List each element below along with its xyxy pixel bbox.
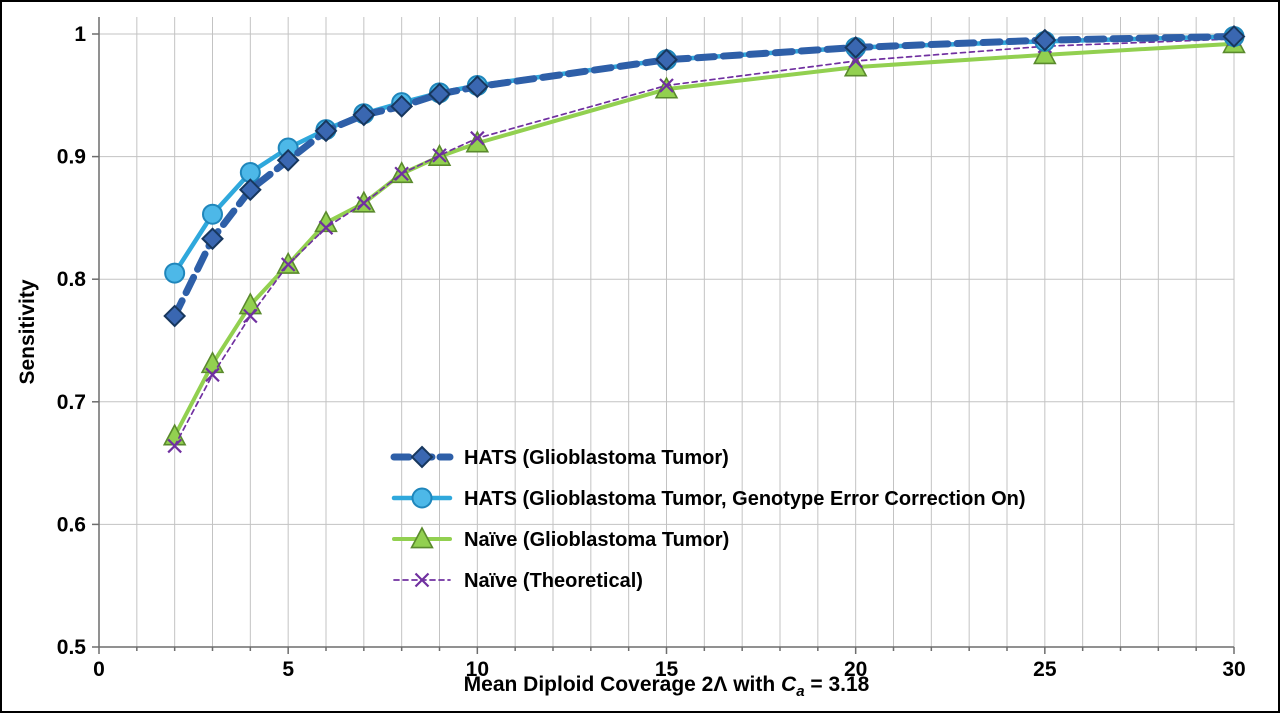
y-tick-label: 0.9	[57, 146, 86, 169]
y-tick-label: 0.6	[57, 513, 86, 536]
legend-item: Naïve (Glioblastoma Tumor)	[392, 526, 729, 551]
gridlines	[98, 17, 1235, 648]
tick-labels: 0 5 10 15 20 25 30 0.5 0.6 0.7 0.8 0.9 1	[57, 23, 1246, 681]
x-tick-label: 5	[282, 658, 294, 681]
x-tick-label: 0	[93, 658, 105, 681]
y-tick-label: 0.8	[57, 268, 87, 291]
x-axis-title: Mean Diploid Coverage 2Λ with Ca = 3.18	[99, 673, 1234, 700]
x-tick-label: 25	[1033, 658, 1057, 681]
legend-label: Naïve (Glioblastoma Tumor)	[464, 529, 729, 551]
y-tick-label: 1	[74, 23, 86, 46]
x-axis-title-prefix: Mean Diploid Coverage 2Λ with	[463, 673, 782, 696]
y-tick-label: 0.5	[57, 636, 87, 659]
legend-item: HATS (Glioblastoma Tumor)	[390, 445, 729, 469]
y-axis-title: Sensitivity	[16, 279, 39, 385]
x-tick-label: 20	[844, 658, 867, 681]
legend-item: Naïve (Theoretical)	[393, 570, 643, 592]
x-tick-label: 10	[466, 658, 489, 681]
legend-label: Naïve (Theoretical)	[464, 570, 643, 592]
legend: HATS (Glioblastoma Tumor) HATS (Glioblast…	[390, 445, 1026, 592]
legend-label: HATS (Glioblastoma Tumor)	[464, 447, 729, 469]
x-axis-title-suffix: = 3.18	[804, 673, 870, 696]
legend-label: HATS (Glioblastoma Tumor, Genotype Error…	[464, 488, 1026, 510]
x-tick-label: 30	[1222, 658, 1245, 681]
x-axis-title-variable: C	[781, 673, 797, 696]
x-tick-label: 15	[655, 658, 679, 681]
series-line	[163, 25, 1246, 328]
x-axis-title-subscript: a	[796, 683, 805, 701]
y-tick-label: 0.7	[57, 391, 86, 414]
legend-item: HATS (Glioblastoma Tumor, Genotype Error…	[391, 487, 1026, 510]
axes	[92, 17, 1235, 654]
